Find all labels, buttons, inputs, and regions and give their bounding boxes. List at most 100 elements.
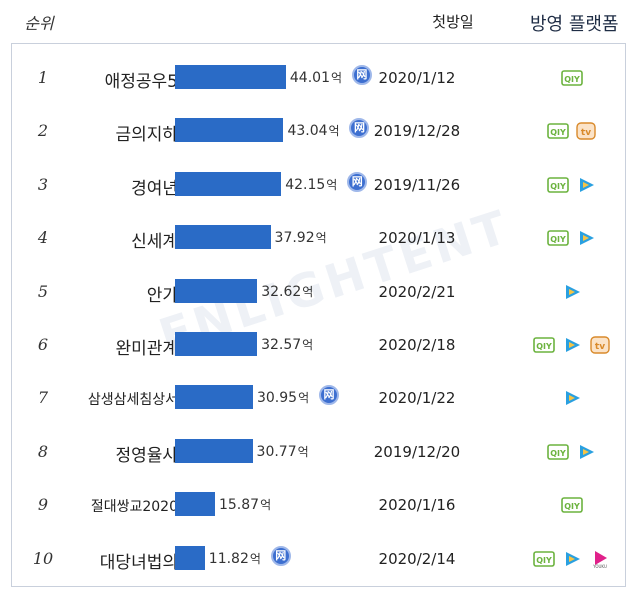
view-count-unit: 억	[302, 338, 314, 352]
network-drama-icon: 网	[270, 545, 291, 566]
view-count-label: 11.82억	[209, 550, 261, 567]
network-drama-icon: 网	[347, 171, 368, 192]
table-row: 2 금의지하 43.04억 网 2019/12/28 QIY tv	[12, 111, 625, 151]
view-count-value: 30.95	[256, 390, 298, 407]
platform-icons: QIY tv	[522, 333, 622, 357]
view-count-bar	[175, 171, 282, 196]
drama-title: 절대쌍교2020	[90, 499, 178, 516]
view-count-value: 44.01	[289, 70, 330, 86]
tencent-icon	[561, 336, 583, 354]
iqiyi-icon: QIY	[533, 336, 555, 354]
ranking-panel: ENLIGHTENT 1 애정공우5 44.01억 网 2020/1/12 QIY 2 금의지…	[11, 43, 626, 587]
premiere-date: 2020/1/12	[378, 69, 456, 87]
platform-icons: QIY	[522, 493, 622, 517]
premiere-date: 2020/2/14	[378, 549, 456, 568]
view-count-label: 30.77억	[257, 443, 309, 460]
svg-text:QIY: QIY	[550, 128, 566, 137]
network-drama-icon: 网	[318, 385, 339, 406]
platform-icons	[522, 386, 622, 410]
view-count-label: 32.62억	[261, 283, 313, 300]
svg-text:QIY: QIY	[564, 502, 580, 511]
premiere-date: 2020/2/18	[378, 336, 456, 354]
premiere-date: 2020/2/21	[378, 282, 456, 301]
premiere-date: 2020/1/16	[378, 496, 456, 515]
view-count-unit: 억	[315, 231, 327, 246]
table-row: 1 애정공우5 44.01억 网 2020/1/12 QIY	[12, 58, 625, 98]
drama-title: 정영율사	[115, 445, 178, 466]
view-count-unit: 억	[302, 284, 314, 299]
tencent-icon	[575, 176, 597, 194]
iqiyi-icon: QIY	[547, 229, 569, 247]
iqiyi-icon: QIY	[547, 176, 569, 194]
rank-number: 6	[37, 335, 49, 354]
view-count-label: 44.01억	[290, 69, 342, 86]
drama-title: 경여년	[131, 178, 178, 199]
view-count-value: 43.04	[287, 123, 328, 140]
drama-title: 대당녀법의	[99, 552, 178, 573]
network-drama-icon: 网	[349, 118, 370, 139]
drama-title: 삼생삼세침상서	[87, 392, 178, 409]
rank-number: 4	[37, 228, 49, 248]
mango-icon: tv	[589, 336, 611, 354]
premiere-date-header: 첫방일	[432, 13, 474, 31]
rank-number: 3	[37, 174, 49, 194]
tencent-icon	[561, 283, 583, 301]
svg-text:QIY: QIY	[536, 342, 552, 351]
drama-title: 안가	[146, 285, 178, 306]
tencent-icon	[561, 550, 583, 568]
svg-text:QIY: QIY	[550, 449, 566, 458]
premiere-date: 2019/11/26	[373, 175, 461, 194]
view-count-label: 32.57억	[261, 336, 313, 353]
rank-header: 순위	[24, 14, 54, 33]
view-count-unit: 억	[326, 177, 338, 192]
svg-text:QIY: QIY	[550, 235, 566, 244]
rank-number: 1	[37, 68, 49, 87]
platform-header: 방영 플랫폼	[530, 14, 619, 35]
mango-icon: tv	[575, 122, 597, 141]
view-count-unit: 억	[298, 391, 310, 406]
rank-number: 2	[37, 121, 49, 141]
table-row: 7 삼생삼세침상서 30.95억 网 2020/1/22	[12, 378, 625, 418]
svg-text:QIY: QIY	[536, 556, 552, 565]
view-count-value: 30.77	[256, 443, 297, 460]
tencent-icon	[575, 443, 597, 461]
view-count-bar	[175, 385, 253, 410]
view-count-bar	[175, 438, 253, 463]
table-row: 10 대당녀법의 11.82억 网 2020/2/14 QIY YOUKU	[12, 539, 625, 579]
view-count-unit: 억	[260, 498, 272, 513]
table-row: 5 안가 32.62억 2020/2/21	[12, 272, 625, 312]
rank-number: 9	[37, 495, 49, 515]
iqiyi-icon: QIY	[547, 122, 569, 140]
view-count-label: 42.15억	[285, 176, 337, 193]
svg-text:YOUKU: YOUKU	[592, 564, 607, 568]
view-count-label: 30.95억	[257, 389, 309, 406]
view-count-unit: 억	[328, 124, 340, 139]
table-row: 3 경여년 42.15억 网 2019/11/26 QIY	[12, 165, 625, 205]
svg-text:tv: tv	[581, 128, 591, 138]
youku-icon: YOUKU	[589, 550, 611, 568]
view-count-label: 15.87억	[219, 496, 271, 513]
view-count-bar	[175, 65, 286, 89]
view-count-value: 37.92	[274, 230, 315, 247]
premiere-date: 2019/12/28	[373, 122, 461, 141]
premiere-date: 2020/1/22	[378, 389, 456, 408]
view-count-bar	[175, 332, 258, 356]
drama-title: 애정공우5	[104, 72, 178, 92]
view-count-value: 32.62	[261, 283, 302, 300]
view-count-value: 42.15	[285, 176, 326, 193]
iqiyi-icon: QIY	[547, 443, 569, 461]
view-count-unit: 억	[249, 551, 261, 566]
svg-text:tv: tv	[595, 342, 605, 352]
drama-title: 금의지하	[115, 125, 178, 146]
premiere-date: 2020/1/13	[378, 229, 456, 248]
svg-text:QIY: QIY	[550, 182, 566, 191]
platform-icons: QIY	[522, 66, 622, 90]
network-drama-icon: 网	[351, 65, 372, 85]
drama-title: 완미관계	[115, 339, 178, 359]
rank-number: 5	[37, 281, 49, 301]
iqiyi-icon: QIY	[533, 550, 555, 568]
view-count-bar	[175, 278, 258, 303]
view-count-bar	[175, 225, 271, 250]
platform-icons	[522, 280, 622, 304]
drama-title: 신세계	[131, 232, 178, 253]
